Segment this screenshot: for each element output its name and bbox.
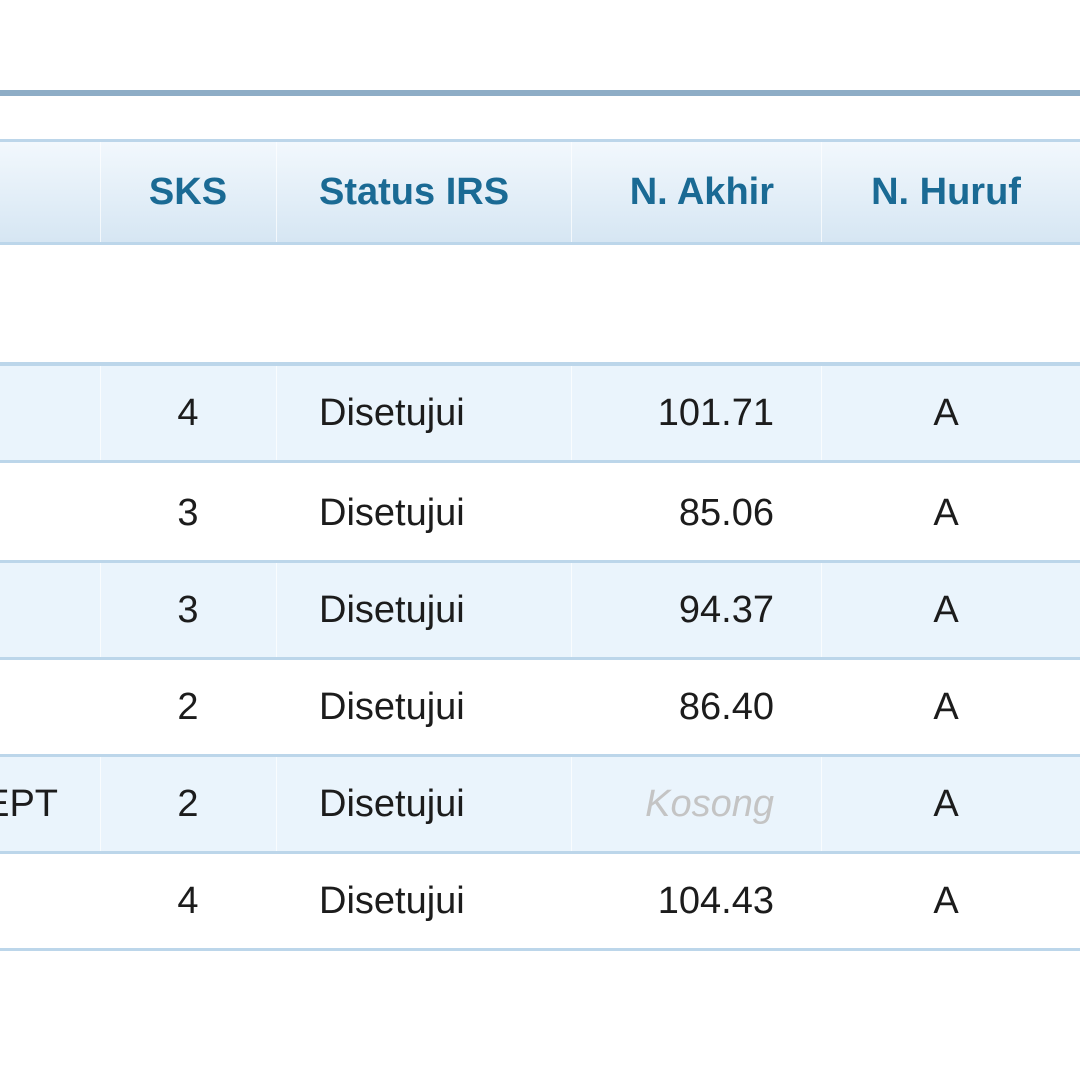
column-header: N. Akhir (629, 170, 774, 213)
table-row: EPT 2 Disetujui Kosong A (0, 757, 1080, 854)
huruf-cell: A (933, 879, 959, 922)
row-border (0, 362, 1080, 366)
akhir-cell: 86.40 (678, 685, 774, 728)
column-separator (571, 563, 572, 657)
huruf-cell: A (933, 588, 959, 631)
column-separator (571, 366, 572, 460)
column-separator (100, 366, 101, 460)
column-separator (276, 563, 277, 657)
column-separator (821, 660, 822, 754)
table-row: 4 Disetujui 101.71 A (0, 366, 1080, 463)
column-separator (821, 757, 822, 851)
sks-cell: 2 (177, 685, 199, 728)
column-header: SKS (148, 170, 228, 213)
top-rule (0, 90, 1080, 96)
table-row: 4 Disetujui 104.43 A (0, 854, 1080, 951)
column-separator (276, 466, 277, 560)
sks-cell: 2 (177, 782, 199, 825)
column-separator (276, 142, 277, 242)
column-separator (571, 757, 572, 851)
sks-cell: 3 (177, 588, 199, 631)
status-cell: Disetujui (319, 879, 465, 922)
status-cell: Disetujui (319, 588, 465, 631)
column-separator (100, 757, 101, 851)
huruf-cell: A (933, 685, 959, 728)
table-row: 3 Disetujui 94.37 A (0, 563, 1080, 660)
column-separator (100, 142, 101, 242)
huruf-cell: A (933, 782, 959, 825)
column-separator (821, 366, 822, 460)
table-row: 3 Disetujui 85.06 A (0, 466, 1080, 563)
column-separator (571, 142, 572, 242)
column-separator (571, 660, 572, 754)
table-header: SKS Status IRS N. Akhir N. Huruf (0, 139, 1080, 245)
table-row: 2 Disetujui 86.40 A (0, 660, 1080, 757)
column-separator (821, 142, 822, 242)
akhir-cell: 94.37 (678, 588, 774, 631)
status-cell: Disetujui (319, 491, 465, 534)
status-cell: Disetujui (319, 782, 465, 825)
column-separator (276, 854, 277, 948)
column-separator (276, 757, 277, 851)
status-cell: Disetujui (319, 685, 465, 728)
column-header: Status IRS (319, 170, 510, 213)
column-separator (821, 854, 822, 948)
akhir-cell: 85.06 (678, 491, 774, 534)
column-separator (821, 466, 822, 560)
column-separator (276, 660, 277, 754)
akhir-cell: 104.43 (657, 879, 774, 922)
column-separator (100, 854, 101, 948)
status-cell: Disetujui (319, 391, 465, 434)
sks-cell: 3 (177, 491, 199, 534)
huruf-cell: A (933, 391, 959, 434)
sks-cell: 4 (177, 391, 199, 434)
column-separator (821, 563, 822, 657)
akhir-cell: 101.71 (657, 391, 774, 434)
column-separator (100, 563, 101, 657)
column-separator (571, 466, 572, 560)
column-separator (100, 466, 101, 560)
akhir-cell: Kosong (645, 782, 774, 825)
column-header: N. Huruf (871, 170, 1021, 213)
column-separator (100, 660, 101, 754)
huruf-cell: A (933, 491, 959, 534)
column-separator (276, 366, 277, 460)
course-cell: EPT (0, 782, 58, 825)
column-separator (571, 854, 572, 948)
sks-cell: 4 (177, 879, 199, 922)
